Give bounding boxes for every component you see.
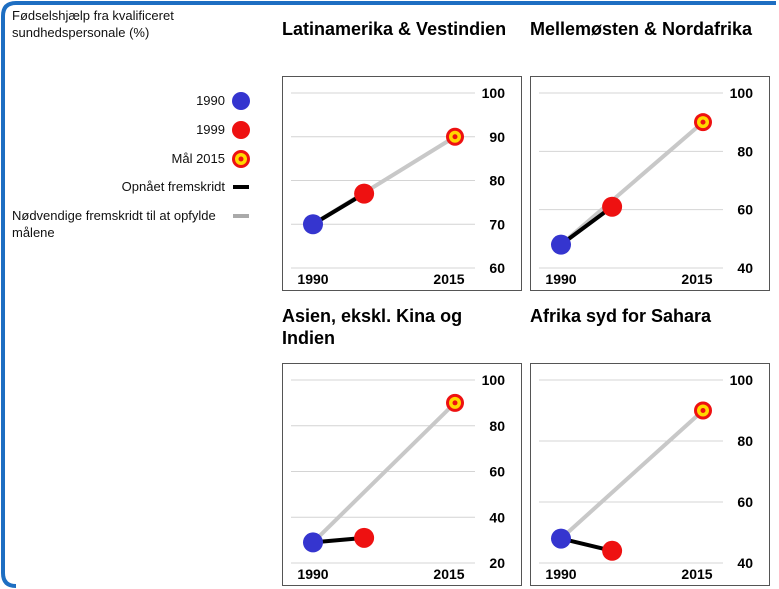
goal-marker [446, 127, 464, 146]
panel-chart: 60 70 80 90 100 1990 2015 [291, 85, 506, 287]
goal-center [700, 119, 706, 125]
panel-chart: 40 60 80 100 1990 2015 [539, 85, 754, 287]
legend-title: Fødselshjælp fra kvalificeret sundhedspe… [12, 8, 174, 40]
goal-marker [446, 393, 464, 412]
x-tick-label: 2015 [681, 566, 712, 582]
y-tick-label: 80 [489, 418, 505, 434]
point-1999 [602, 540, 623, 561]
goal-center [452, 400, 458, 406]
point-1990 [303, 532, 323, 553]
y-tick-label: 100 [482, 372, 506, 388]
y-tick-label: 40 [737, 260, 753, 276]
needed-progress [559, 120, 705, 247]
legend-label: Mål 2015 [171, 151, 225, 166]
achieved-progress [559, 205, 614, 247]
y-tick-label: 100 [482, 85, 506, 101]
panel-title: Mellemøsten & Nordafrika [530, 19, 753, 39]
needed-progress [559, 409, 705, 541]
panel-chart: 20 40 60 80 100 1990 2015 [291, 372, 506, 582]
panel-title: Latinamerika & Vestindien [282, 19, 507, 39]
y-tick-label: 80 [489, 173, 505, 189]
legend-marker [232, 150, 250, 168]
x-tick-label: 1990 [297, 566, 328, 582]
legend-marker [232, 121, 250, 139]
point-1990 [551, 528, 571, 549]
x-tick-label: 1990 [545, 566, 576, 582]
x-tick-label: 2015 [433, 271, 464, 287]
panel: 60 70 80 90 100 1990 2015 [282, 76, 522, 291]
legend-label: 1990 [196, 93, 225, 108]
legend-label: 1999 [196, 122, 225, 137]
panel: 40 60 80 100 1990 2015 [530, 76, 770, 291]
goal-center [700, 408, 706, 413]
needed-progress [311, 401, 457, 544]
y-tick-label: 80 [737, 143, 753, 159]
legend-marker [233, 214, 249, 218]
x-tick-label: 1990 [545, 271, 576, 287]
x-tick-label: 1990 [297, 271, 328, 287]
y-tick-label: 40 [737, 555, 753, 571]
y-tick-label: 40 [489, 509, 505, 525]
point-1999 [354, 527, 375, 548]
panel-title: Asien, ekskl. Kina og Indien [282, 306, 463, 348]
y-tick-label: 60 [489, 464, 505, 480]
y-tick-label: 70 [489, 216, 505, 232]
goal-marker [694, 401, 712, 420]
legend-label: Opnået fremskridt [121, 179, 225, 194]
y-tick-label: 100 [730, 85, 754, 101]
y-tick-label: 100 [730, 372, 754, 388]
x-tick-label: 2015 [433, 566, 464, 582]
panel-chart: 40 60 80 100 1990 2015 [539, 372, 754, 582]
point-1990 [303, 214, 323, 235]
point-1999 [602, 196, 623, 217]
y-tick-label: 60 [489, 260, 505, 276]
y-tick-label: 60 [737, 202, 753, 218]
panel: 20 40 60 80 100 1990 2015 [282, 363, 522, 586]
panel: 40 60 80 100 1990 2015 [530, 363, 770, 586]
legend-marker [233, 185, 249, 189]
goal-center [452, 134, 458, 140]
legend-label: Nødvendige fremskridt til at opfylde mål… [12, 208, 216, 240]
point-1990 [551, 234, 571, 255]
goal-marker [694, 113, 712, 132]
y-tick-label: 60 [737, 494, 753, 510]
legend-marker [232, 92, 250, 110]
panel-title: Afrika syd for Sahara [530, 306, 712, 326]
y-tick-label: 90 [489, 129, 505, 145]
x-tick-label: 2015 [681, 271, 712, 287]
y-tick-label: 80 [737, 433, 753, 449]
point-1999 [354, 183, 375, 204]
y-tick-label: 20 [489, 555, 505, 571]
